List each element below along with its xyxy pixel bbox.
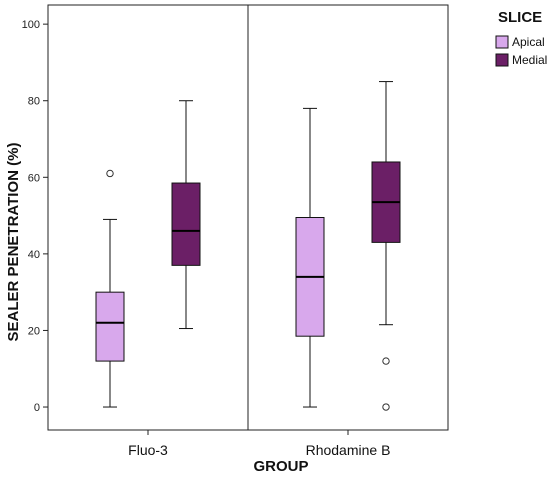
legend-title: SLICE	[498, 9, 542, 26]
y-tick-label: 20	[28, 325, 40, 337]
y-tick-label: 0	[34, 402, 40, 414]
box-apical-1	[95, 291, 125, 362]
legend-swatch	[495, 53, 509, 67]
y-tick-label: 60	[28, 172, 40, 184]
legend-label: Medial	[512, 53, 547, 67]
box-medial-1	[171, 182, 201, 266]
outlier-point	[106, 169, 114, 178]
box-plot-series	[95, 81, 401, 411]
legend-label: Apical	[512, 35, 545, 49]
y-axis: 0 20 40 60 80 100	[22, 19, 48, 414]
y-tick-label: 100	[22, 19, 40, 31]
x-axis-title: GROUP	[253, 458, 308, 475]
y-axis-title: SEALER PENETRATION (%)	[5, 143, 22, 342]
x-axis: Fluo-3 Rhodamine B	[128, 430, 390, 458]
outlier-point	[382, 357, 390, 365]
x-tick-label: Rhodamine B	[306, 442, 391, 458]
y-tick-label: 80	[28, 96, 40, 108]
outlier-point	[382, 403, 390, 411]
y-tick-label: 40	[28, 249, 40, 261]
legend-swatch	[495, 35, 509, 49]
x-tick-label: Fluo-3	[128, 442, 168, 458]
legend: SLICE Apical Medial	[495, 9, 547, 67]
